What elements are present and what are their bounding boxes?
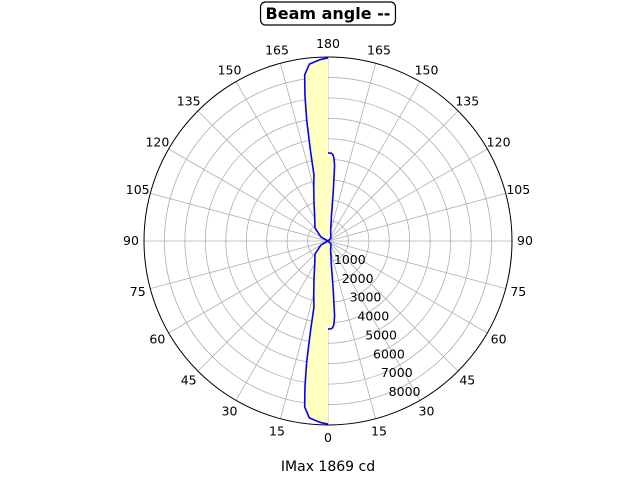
angle-label-lower-left: 60 — [149, 332, 165, 347]
angular-grid-spoke — [327, 81, 421, 242]
angle-label-lower-left: 45 — [181, 372, 197, 387]
angular-grid-spoke — [235, 240, 329, 401]
angle-label-upper-left: 165 — [265, 43, 289, 58]
angle-label-upper-left: 135 — [177, 94, 201, 109]
angular-grid-spoke — [150, 240, 329, 290]
x-axis-label: IMax 1869 cd — [281, 459, 375, 475]
polar-frame — [143, 56, 513, 426]
chart-title: Beam angle -- — [266, 4, 391, 23]
angular-grid-spoke — [150, 192, 329, 242]
angular-grid-spoke — [327, 240, 377, 419]
angle-label-upper-left: 120 — [145, 135, 169, 150]
angle-label-lower-right: 15 — [371, 423, 387, 438]
angle-label-lower-left: 30 — [222, 404, 238, 419]
angular-grid-spoke — [327, 148, 488, 242]
angle-label-upper-right: 105 — [506, 182, 530, 197]
beam-curve-right — [327, 152, 336, 330]
beam-curves — [303, 57, 336, 425]
angular-grid-spoke — [197, 110, 329, 242]
angular-grid-spoke — [168, 148, 329, 242]
angle-label-lower-left: 15 — [269, 423, 285, 438]
title-frame — [259, 1, 397, 26]
angle-label-upper-left: 105 — [126, 182, 150, 197]
angle-label-upper-right: 150 — [415, 62, 439, 77]
angle-label-left: 90 — [123, 233, 139, 248]
angle-label-bottom: 0 — [324, 430, 332, 445]
radial-tick-label: 6000 — [373, 346, 405, 361]
angle-label-lower-right: 60 — [491, 332, 507, 347]
radial-tick-label: 1000 — [334, 252, 366, 267]
radial-tick-label: 7000 — [381, 365, 413, 380]
angle-label-lower-left: 75 — [130, 284, 146, 299]
radial-tick-labels: 1000 2000 3000 4000 5000 6000 7000 8000 — [334, 252, 421, 399]
angular-tick-labels: 1651501351201051651501351201057560453015… — [123, 36, 533, 445]
radial-tick-label: 3000 — [350, 290, 382, 305]
angular-grid-spoke — [327, 63, 377, 242]
angular-grid-spoke — [327, 240, 459, 372]
angle-label-lower-right: 45 — [459, 372, 475, 387]
radial-tick-label: 8000 — [389, 384, 421, 399]
angle-label-upper-right: 135 — [455, 94, 479, 109]
angular-grid-spoke — [168, 240, 329, 334]
angle-label-upper-left: 150 — [218, 62, 242, 77]
angular-grid-spoke — [327, 240, 488, 334]
radial-tick-label: 5000 — [365, 327, 397, 342]
angular-grid-spoke — [327, 240, 506, 290]
angular-grid-spoke — [197, 240, 329, 372]
beam-lobe-fill-right — [328, 153, 335, 329]
angle-label-lower-right: 75 — [510, 284, 526, 299]
angle-label-lower-right: 30 — [419, 404, 435, 419]
radial-tick-label: 4000 — [357, 309, 389, 324]
angular-grid-spoke — [235, 81, 329, 242]
angular-grid-spoke — [327, 192, 506, 242]
angular-grid-spoke — [327, 110, 459, 242]
angle-label-upper-right: 120 — [487, 135, 511, 150]
angle-label-upper-right: 165 — [367, 43, 391, 58]
angle-label-top: 180 — [316, 36, 340, 51]
angle-label-right: 90 — [517, 233, 533, 248]
chart-title-box: Beam angle -- — [259, 1, 397, 26]
angular-grid-spoke — [327, 240, 421, 401]
radial-tick-label: 2000 — [342, 271, 374, 286]
